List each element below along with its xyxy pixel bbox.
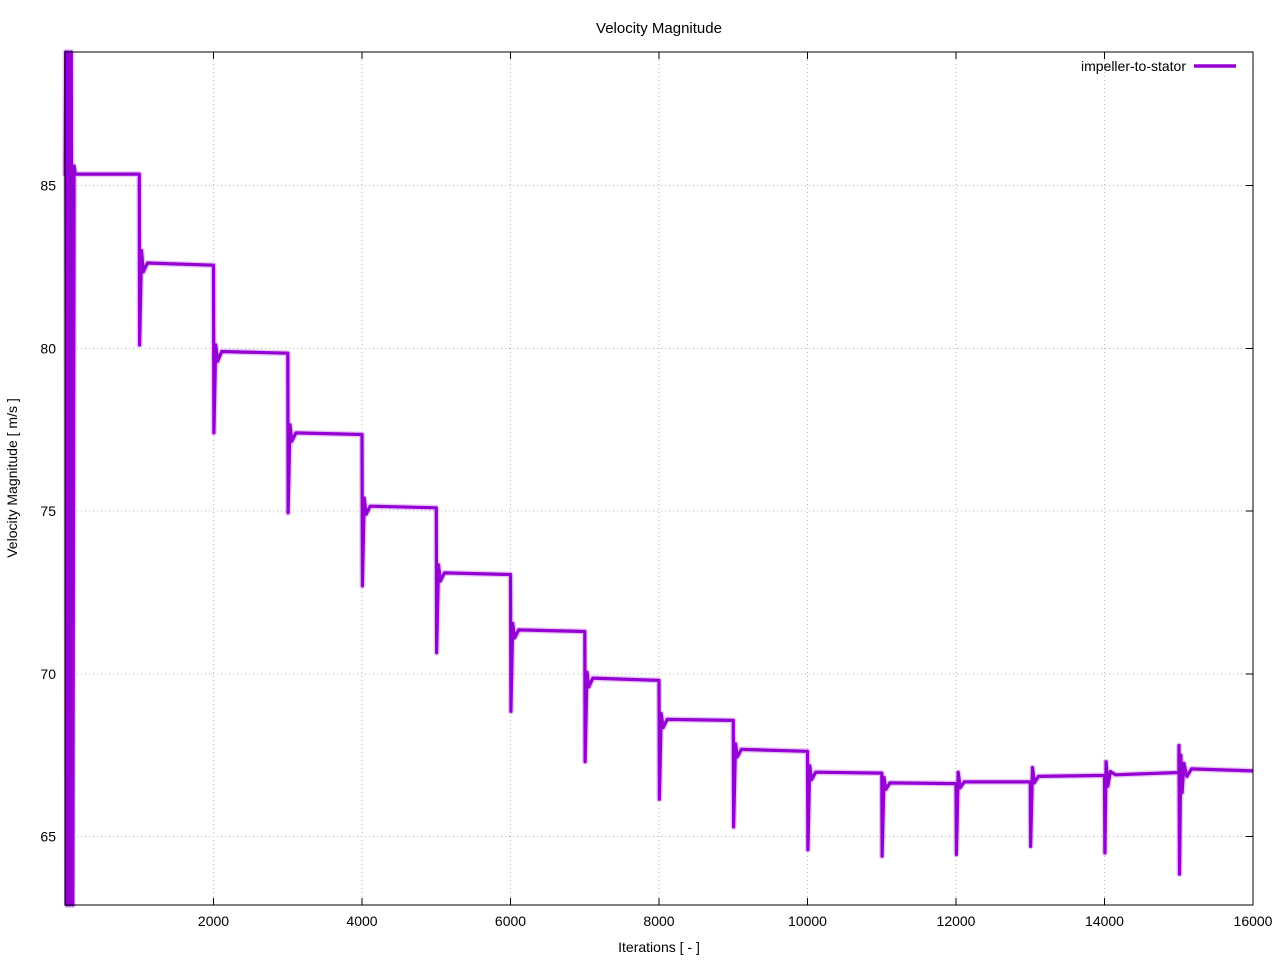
y-axis-label: Velocity Magnitude [ m/s ] bbox=[4, 398, 20, 558]
x-tick-label: 10000 bbox=[788, 913, 827, 929]
plot-border bbox=[64, 51, 1254, 906]
chart-title: Velocity Magnitude bbox=[596, 20, 722, 37]
y-tick-label: 80 bbox=[40, 340, 56, 356]
x-axis-label: Iterations [ - ] bbox=[618, 939, 700, 955]
x-tick-label: 14000 bbox=[1085, 913, 1124, 929]
y-tick-label: 65 bbox=[40, 829, 56, 845]
legend: impeller-to-stator bbox=[1081, 58, 1236, 74]
x-tick-label: 2000 bbox=[198, 913, 229, 929]
x-tick-label: 16000 bbox=[1234, 913, 1273, 929]
y-tick-label: 75 bbox=[40, 503, 56, 519]
x-tick-label: 4000 bbox=[346, 913, 377, 929]
y-tick-label: 85 bbox=[40, 177, 56, 193]
series-layer bbox=[62, 49, 1254, 908]
series-impeller-to-stator bbox=[63, 50, 1254, 907]
legend-label: impeller-to-stator bbox=[1081, 58, 1186, 74]
y-tick-label: 70 bbox=[40, 666, 56, 682]
x-tick-label: 6000 bbox=[495, 913, 526, 929]
tick-layer: 2000 4000 6000 8000 10000 12000 14000 16000 65 70… bbox=[40, 52, 1273, 929]
x-tick-label: 8000 bbox=[643, 913, 674, 929]
x-tick-label: 12000 bbox=[937, 913, 976, 929]
